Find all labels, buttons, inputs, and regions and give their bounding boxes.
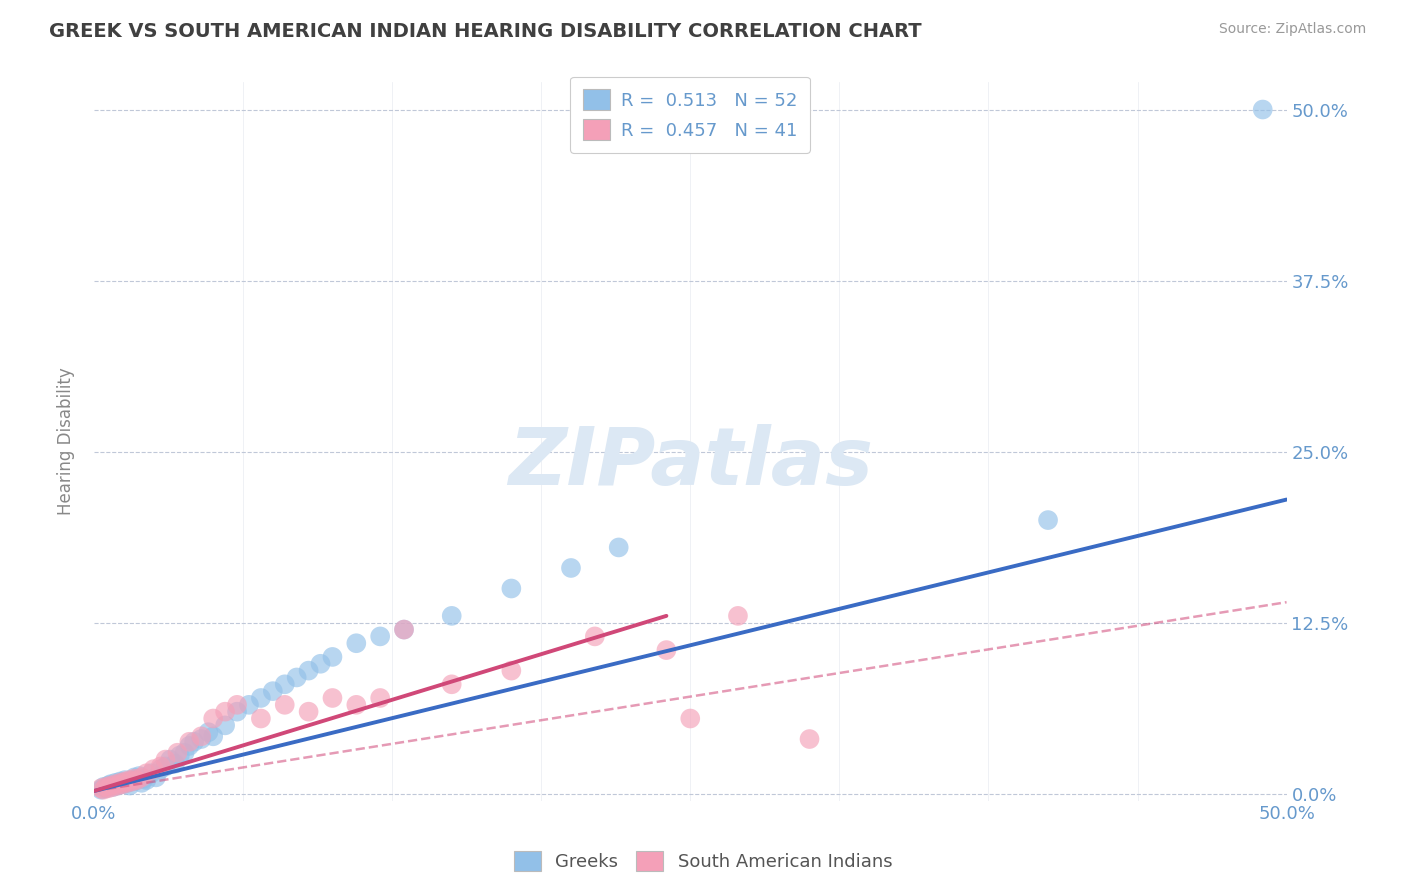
Point (125, 773, 148, 788)
Point (368, 629, 391, 643)
Point (94, 781, 117, 796)
Point (108, 774, 131, 789)
Point (135, 773, 157, 788)
Point (94, 780, 117, 794)
Point (121, 774, 143, 789)
Point (117, 776, 139, 790)
Point (655, 643, 678, 657)
Point (560, 561, 582, 575)
Point (607, 541, 630, 555)
Text: Source: ZipAtlas.com: Source: ZipAtlas.com (1219, 22, 1367, 37)
Point (100, 777, 122, 791)
Point (111, 777, 134, 791)
Point (159, 753, 181, 767)
Point (202, 712, 225, 726)
Point (344, 636, 367, 650)
Point (392, 623, 415, 637)
Point (214, 718, 236, 732)
Point (132, 772, 155, 786)
Point (226, 698, 249, 712)
Point (108, 776, 131, 790)
Point (100, 779, 122, 793)
Point (190, 732, 212, 747)
Point (440, 608, 463, 623)
Point (125, 773, 148, 788)
Point (117, 776, 139, 790)
Point (321, 690, 343, 705)
Point (166, 746, 188, 760)
Point (90, 781, 112, 796)
Point (501, 664, 523, 678)
Point (118, 773, 141, 788)
Point (214, 705, 236, 719)
Point (583, 629, 606, 643)
Point (274, 698, 297, 712)
Y-axis label: Hearing Disability: Hearing Disability (58, 368, 75, 516)
Point (226, 705, 249, 719)
Text: GREEK VS SOUTH AMERICAN INDIAN HEARING DISABILITY CORRELATION CHART: GREEK VS SOUTH AMERICAN INDIAN HEARING D… (49, 22, 922, 41)
Point (155, 753, 177, 767)
Point (297, 664, 319, 678)
Point (392, 623, 415, 637)
Point (101, 780, 124, 794)
Text: ZIPatlas: ZIPatlas (508, 424, 873, 502)
Point (124, 770, 146, 784)
Point (1036, 513, 1059, 527)
Point (104, 777, 127, 791)
Point (501, 582, 523, 596)
Point (250, 712, 273, 726)
Point (344, 698, 367, 712)
Point (179, 739, 201, 753)
Point (107, 779, 129, 793)
Point (202, 729, 225, 743)
Point (114, 773, 136, 788)
Point (145, 770, 167, 784)
Point (124, 772, 146, 786)
Point (111, 777, 134, 791)
Point (93, 782, 115, 797)
Legend: R =  0.513   N = 52, R =  0.457   N = 41: R = 0.513 N = 52, R = 0.457 N = 41 (571, 77, 810, 153)
Point (440, 677, 463, 691)
Point (197, 725, 219, 739)
Point (114, 774, 136, 789)
Point (262, 684, 284, 698)
Point (179, 735, 201, 749)
Point (107, 779, 129, 793)
Point (368, 690, 391, 705)
Point (169, 748, 191, 763)
Point (190, 729, 212, 743)
Legend: Greeks, South American Indians: Greeks, South American Indians (506, 844, 900, 879)
Point (285, 670, 308, 684)
Point (142, 762, 165, 776)
Point (101, 780, 124, 794)
Point (799, 732, 821, 747)
Point (163, 756, 186, 771)
Point (309, 657, 332, 671)
Point (97, 781, 120, 796)
Point (321, 649, 343, 664)
Point (118, 779, 141, 793)
Point (149, 759, 172, 773)
Point (121, 774, 143, 789)
Point (679, 712, 702, 726)
Point (131, 776, 153, 790)
Point (155, 759, 177, 773)
Point (135, 766, 157, 780)
Point (104, 776, 127, 790)
Point (250, 690, 273, 705)
Point (93, 780, 115, 794)
Point (149, 762, 172, 776)
Point (1251, 103, 1274, 117)
Point (90, 782, 112, 797)
Point (131, 770, 153, 784)
Point (183, 735, 205, 749)
Point (274, 677, 297, 691)
Point (141, 766, 163, 780)
Point (727, 608, 749, 623)
Point (173, 746, 195, 760)
Point (238, 698, 260, 712)
Point (128, 769, 150, 783)
Point (297, 705, 319, 719)
Point (97, 779, 120, 793)
